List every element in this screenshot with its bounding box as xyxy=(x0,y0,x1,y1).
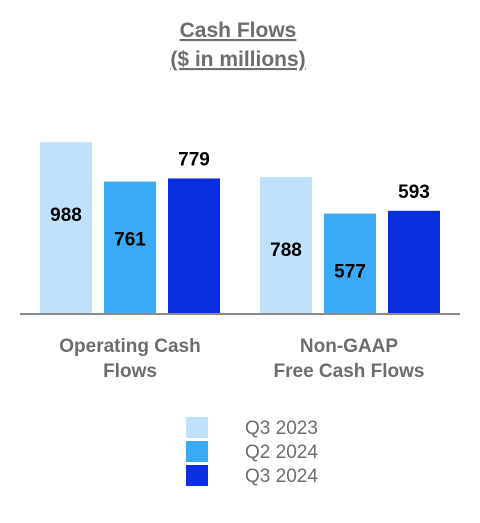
legend-swatch-q2-2024 xyxy=(186,441,208,462)
data-label-q3-2023-cat1: 988 xyxy=(50,205,82,226)
category-label-2-line-2: Free Cash Flows xyxy=(274,361,425,382)
bar-q2-2024-cat1 xyxy=(104,181,156,314)
legend-swatch-q3-2024 xyxy=(186,465,208,486)
bar-q3-2024-cat1 xyxy=(168,178,220,314)
legend-swatch-q3-2023 xyxy=(186,417,208,438)
category-labels: Operating Cash Flows Non-GAAP Free Cash Flo… xyxy=(59,336,424,382)
legend-label-q3-2024: Q3 2024 xyxy=(245,466,318,487)
data-label-q3-2024-cat2: 593 xyxy=(398,182,430,203)
chart-subtitle: ($ in millions) xyxy=(170,48,305,71)
chart-title: Cash Flows xyxy=(180,19,297,42)
category-label-1-line-1: Operating Cash xyxy=(59,336,200,357)
bar-group xyxy=(40,142,440,314)
bar-q3-2023-cat1 xyxy=(40,142,92,314)
bar-q2-2024-cat2 xyxy=(324,213,376,314)
category-label-2-line-1: Non-GAAP xyxy=(300,336,398,357)
legend-label-q2-2024: Q2 2024 xyxy=(245,442,318,463)
data-label-q3-2023-cat2: 788 xyxy=(270,240,302,261)
data-label-q2-2024-cat2: 577 xyxy=(334,262,366,283)
data-labels: 988 761 779 788 577 593 xyxy=(50,149,430,282)
data-label-q3-2024-cat1: 779 xyxy=(178,149,210,170)
category-label-1-line-2: Flows xyxy=(103,361,157,382)
data-label-q2-2024-cat1: 761 xyxy=(114,230,146,251)
bar-q3-2024-cat2 xyxy=(388,210,440,314)
bar-q3-2023-cat2 xyxy=(260,176,312,314)
legend-label-q3-2023: Q3 2023 xyxy=(245,418,318,439)
legend: Q3 2023 Q2 2024 Q3 2024 xyxy=(186,417,318,487)
